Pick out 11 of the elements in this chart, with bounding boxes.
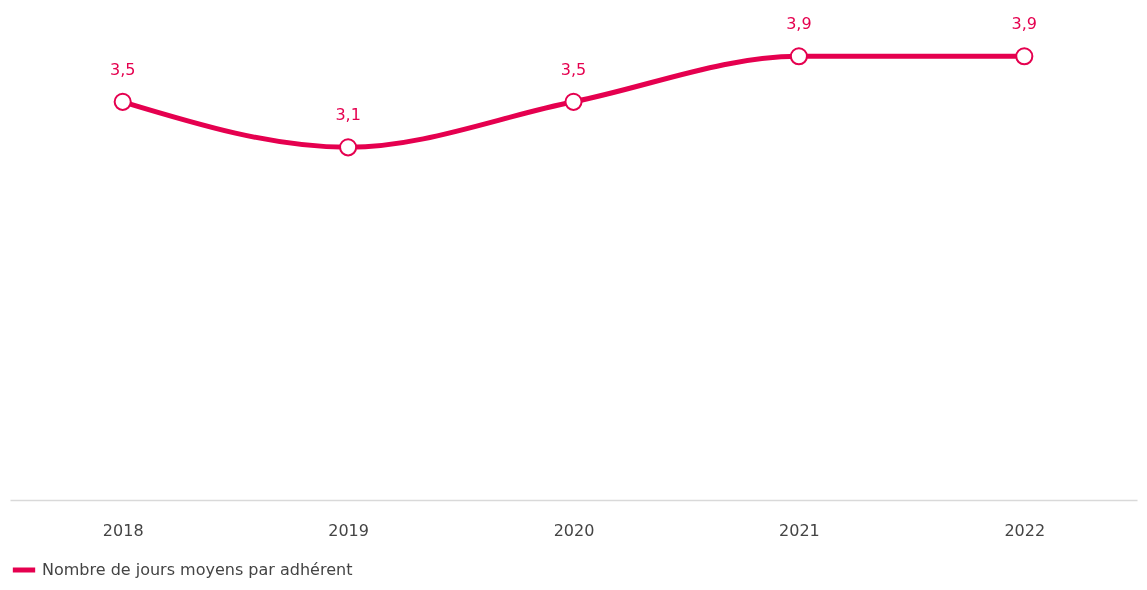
x-tick-label: 2020: [553, 520, 595, 540]
data-label: 3,5: [560, 59, 587, 79]
x-tick-label: 2018: [102, 520, 144, 540]
legend-label: Nombre de jours moyens par adhérent: [42, 560, 353, 579]
data-label: 3,5: [109, 59, 136, 79]
x-tick-label: 2022: [1004, 520, 1046, 540]
x-tick-label: 2019: [328, 520, 369, 540]
data-label: 3,9: [786, 14, 812, 34]
data-label: 3,9: [1011, 14, 1038, 34]
x-tick-label: 2021: [779, 520, 820, 540]
data-label: 3,1: [335, 105, 361, 125]
